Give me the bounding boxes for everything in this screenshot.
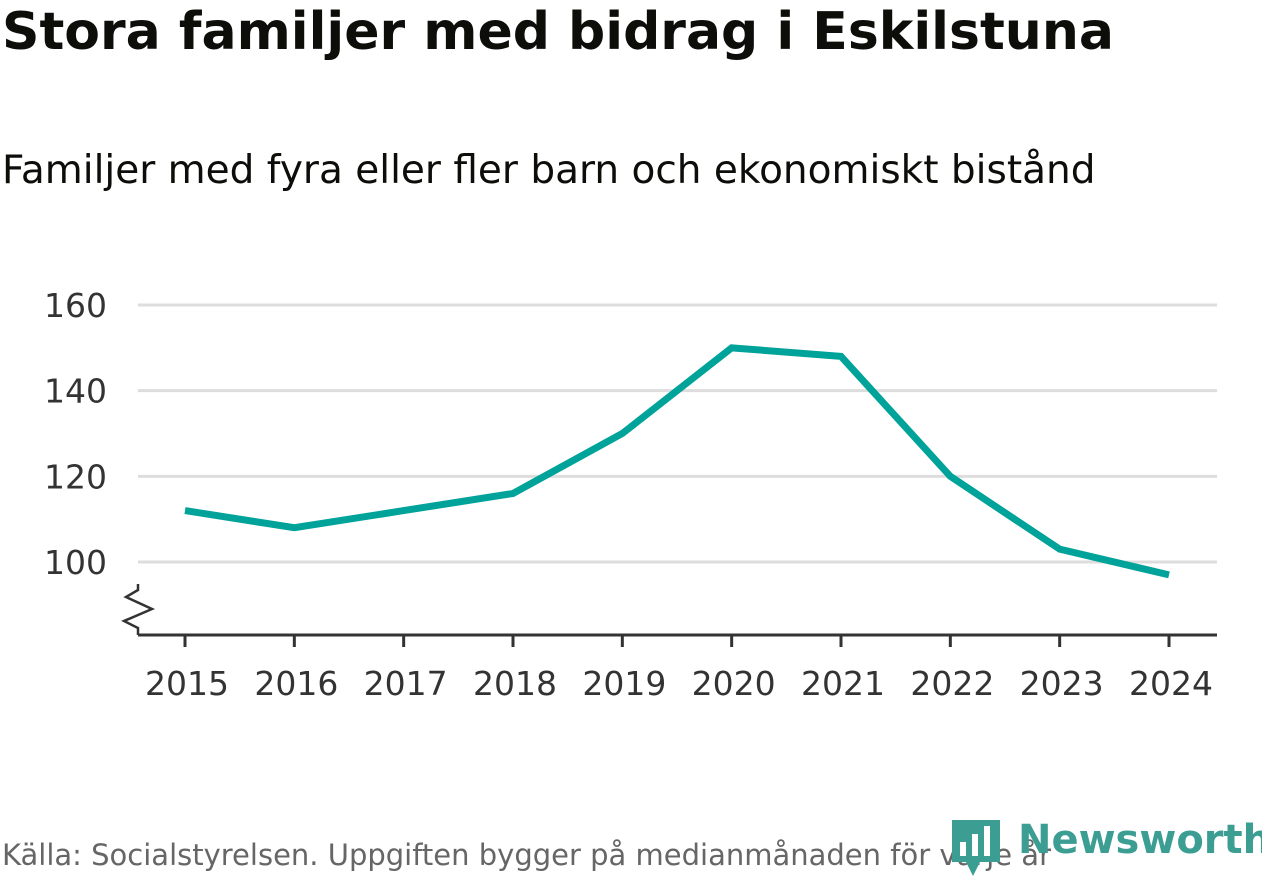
y-tick-label: 100 xyxy=(44,543,107,582)
chart-title: Stora familjer med bidrag i Eskilstuna xyxy=(2,2,1114,62)
x-axis-tick-labels: 2015 2016 2017 2018 2019 2020 2021 2022 2023 2024 xyxy=(145,664,1213,703)
x-tick-label: 2022 xyxy=(910,664,994,703)
y-tick-label: 120 xyxy=(44,457,107,496)
series-line xyxy=(184,344,1170,579)
x-tick-label: 2018 xyxy=(473,664,557,703)
brand-name: Newsworthy xyxy=(1018,817,1262,863)
x-tick-label: 2023 xyxy=(1020,664,1104,703)
source-note: Källa: Socialstyrelsen. Uppgiften bygger… xyxy=(2,838,1051,872)
y-tick-label: 160 xyxy=(44,286,107,325)
x-tick-label: 2016 xyxy=(254,664,338,703)
x-tick-label: 2019 xyxy=(582,664,666,703)
x-tick-label: 2024 xyxy=(1129,664,1213,703)
y-tick-label: 140 xyxy=(44,372,107,411)
y-axis-tick-labels: 100 120 140 160 xyxy=(44,286,107,582)
x-tick-label: 2015 xyxy=(145,664,229,703)
x-tick-label: 2017 xyxy=(364,664,448,703)
x-tick-label: 2021 xyxy=(801,664,885,703)
y-axis-break-icon xyxy=(121,584,156,635)
chart-subtitle: Familjer med fyra eller fler barn och ek… xyxy=(2,148,1096,193)
x-tick-label: 2020 xyxy=(692,664,776,703)
x-axis xyxy=(121,584,1217,647)
series-lines xyxy=(184,344,1170,579)
newsworthy-logo-icon xyxy=(952,818,1000,878)
newsworthy-brand: Newsworthy xyxy=(952,817,1262,878)
